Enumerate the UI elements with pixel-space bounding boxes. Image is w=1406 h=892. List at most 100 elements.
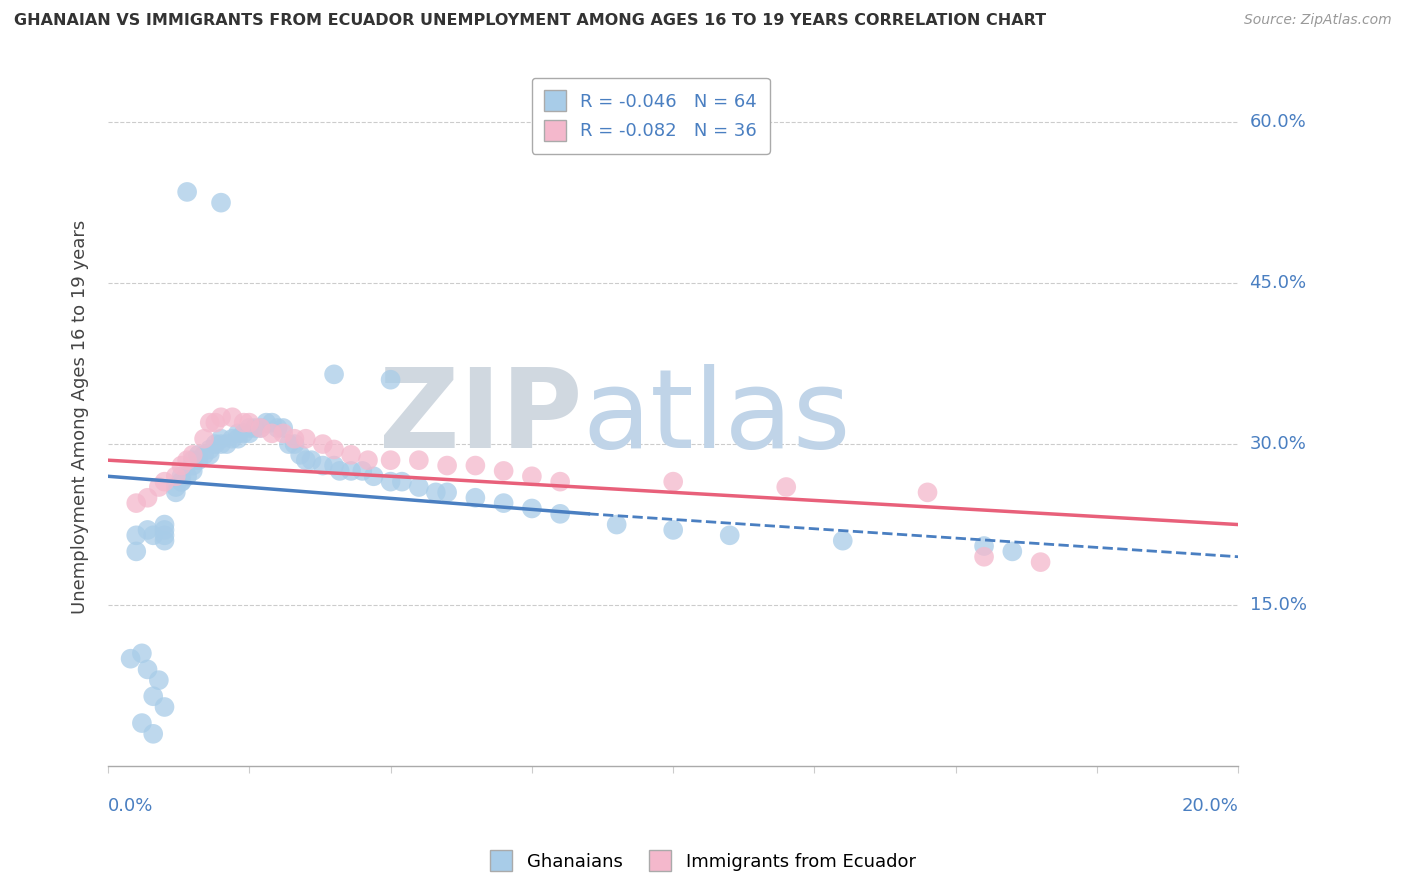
- Point: [176, 453, 198, 467]
- Point: [226, 432, 249, 446]
- Point: [221, 410, 243, 425]
- Point: [380, 373, 402, 387]
- Point: [226, 426, 249, 441]
- Point: [266, 421, 288, 435]
- Point: [165, 480, 187, 494]
- Point: [198, 448, 221, 462]
- Point: [232, 416, 254, 430]
- Point: [425, 485, 447, 500]
- Point: [170, 469, 193, 483]
- Point: [153, 533, 176, 548]
- Point: [312, 437, 335, 451]
- Point: [295, 453, 318, 467]
- Point: [323, 368, 346, 382]
- Point: [283, 432, 305, 446]
- Point: [662, 475, 685, 489]
- Point: [204, 416, 226, 430]
- Point: [153, 517, 176, 532]
- Point: [1001, 544, 1024, 558]
- Point: [181, 453, 204, 467]
- Point: [165, 485, 187, 500]
- Point: [312, 458, 335, 473]
- Point: [232, 426, 254, 441]
- Point: [249, 421, 271, 435]
- Point: [464, 491, 486, 505]
- Point: [209, 195, 232, 210]
- Point: [271, 426, 294, 441]
- Point: [148, 673, 170, 688]
- Point: [254, 416, 277, 430]
- Point: [917, 485, 939, 500]
- Point: [187, 448, 209, 462]
- Point: [408, 480, 430, 494]
- Point: [221, 432, 243, 446]
- Point: [148, 480, 170, 494]
- Point: [215, 437, 238, 451]
- Point: [436, 458, 458, 473]
- Point: [380, 453, 402, 467]
- Point: [775, 480, 797, 494]
- Text: 20.0%: 20.0%: [1181, 797, 1239, 814]
- Point: [295, 432, 318, 446]
- Point: [198, 416, 221, 430]
- Point: [120, 651, 142, 665]
- Point: [243, 421, 266, 435]
- Point: [153, 528, 176, 542]
- Point: [209, 437, 232, 451]
- Point: [136, 662, 159, 676]
- Point: [125, 544, 148, 558]
- Point: [142, 690, 165, 704]
- Point: [548, 507, 571, 521]
- Point: [718, 528, 741, 542]
- Point: [357, 453, 380, 467]
- Text: 15.0%: 15.0%: [1250, 596, 1306, 614]
- Point: [125, 528, 148, 542]
- Point: [209, 432, 232, 446]
- Point: [170, 458, 193, 473]
- Point: [271, 421, 294, 435]
- Point: [136, 491, 159, 505]
- Point: [391, 475, 413, 489]
- Text: atlas: atlas: [582, 364, 851, 471]
- Point: [181, 464, 204, 478]
- Point: [277, 437, 299, 451]
- Point: [198, 442, 221, 457]
- Point: [176, 185, 198, 199]
- Point: [142, 528, 165, 542]
- Point: [301, 453, 323, 467]
- Text: GHANAIAN VS IMMIGRANTS FROM ECUADOR UNEMPLOYMENT AMONG AGES 16 TO 19 YEARS CORRE: GHANAIAN VS IMMIGRANTS FROM ECUADOR UNEM…: [14, 13, 1046, 29]
- Point: [238, 416, 260, 430]
- Point: [187, 453, 209, 467]
- Point: [831, 533, 853, 548]
- Point: [181, 448, 204, 462]
- Point: [204, 437, 226, 451]
- Point: [520, 501, 543, 516]
- Point: [288, 448, 311, 462]
- Point: [260, 426, 283, 441]
- Y-axis label: Unemployment Among Ages 16 to 19 years: Unemployment Among Ages 16 to 19 years: [72, 220, 89, 615]
- Point: [1029, 555, 1052, 569]
- Point: [209, 410, 232, 425]
- Point: [323, 458, 346, 473]
- Point: [973, 549, 995, 564]
- Point: [408, 453, 430, 467]
- Point: [176, 469, 198, 483]
- Legend: Ghanaians, Immigrants from Ecuador: Ghanaians, Immigrants from Ecuador: [484, 843, 922, 879]
- Point: [363, 469, 385, 483]
- Point: [329, 464, 352, 478]
- Point: [606, 517, 628, 532]
- Point: [170, 475, 193, 489]
- Point: [238, 421, 260, 435]
- Point: [193, 448, 215, 462]
- Point: [283, 437, 305, 451]
- Point: [131, 646, 153, 660]
- Text: ZIP: ZIP: [380, 364, 582, 471]
- Point: [492, 464, 515, 478]
- Point: [170, 475, 193, 489]
- Point: [125, 496, 148, 510]
- Point: [181, 458, 204, 473]
- Point: [142, 727, 165, 741]
- Text: Source: ZipAtlas.com: Source: ZipAtlas.com: [1244, 13, 1392, 28]
- Point: [464, 458, 486, 473]
- Text: 45.0%: 45.0%: [1250, 274, 1306, 293]
